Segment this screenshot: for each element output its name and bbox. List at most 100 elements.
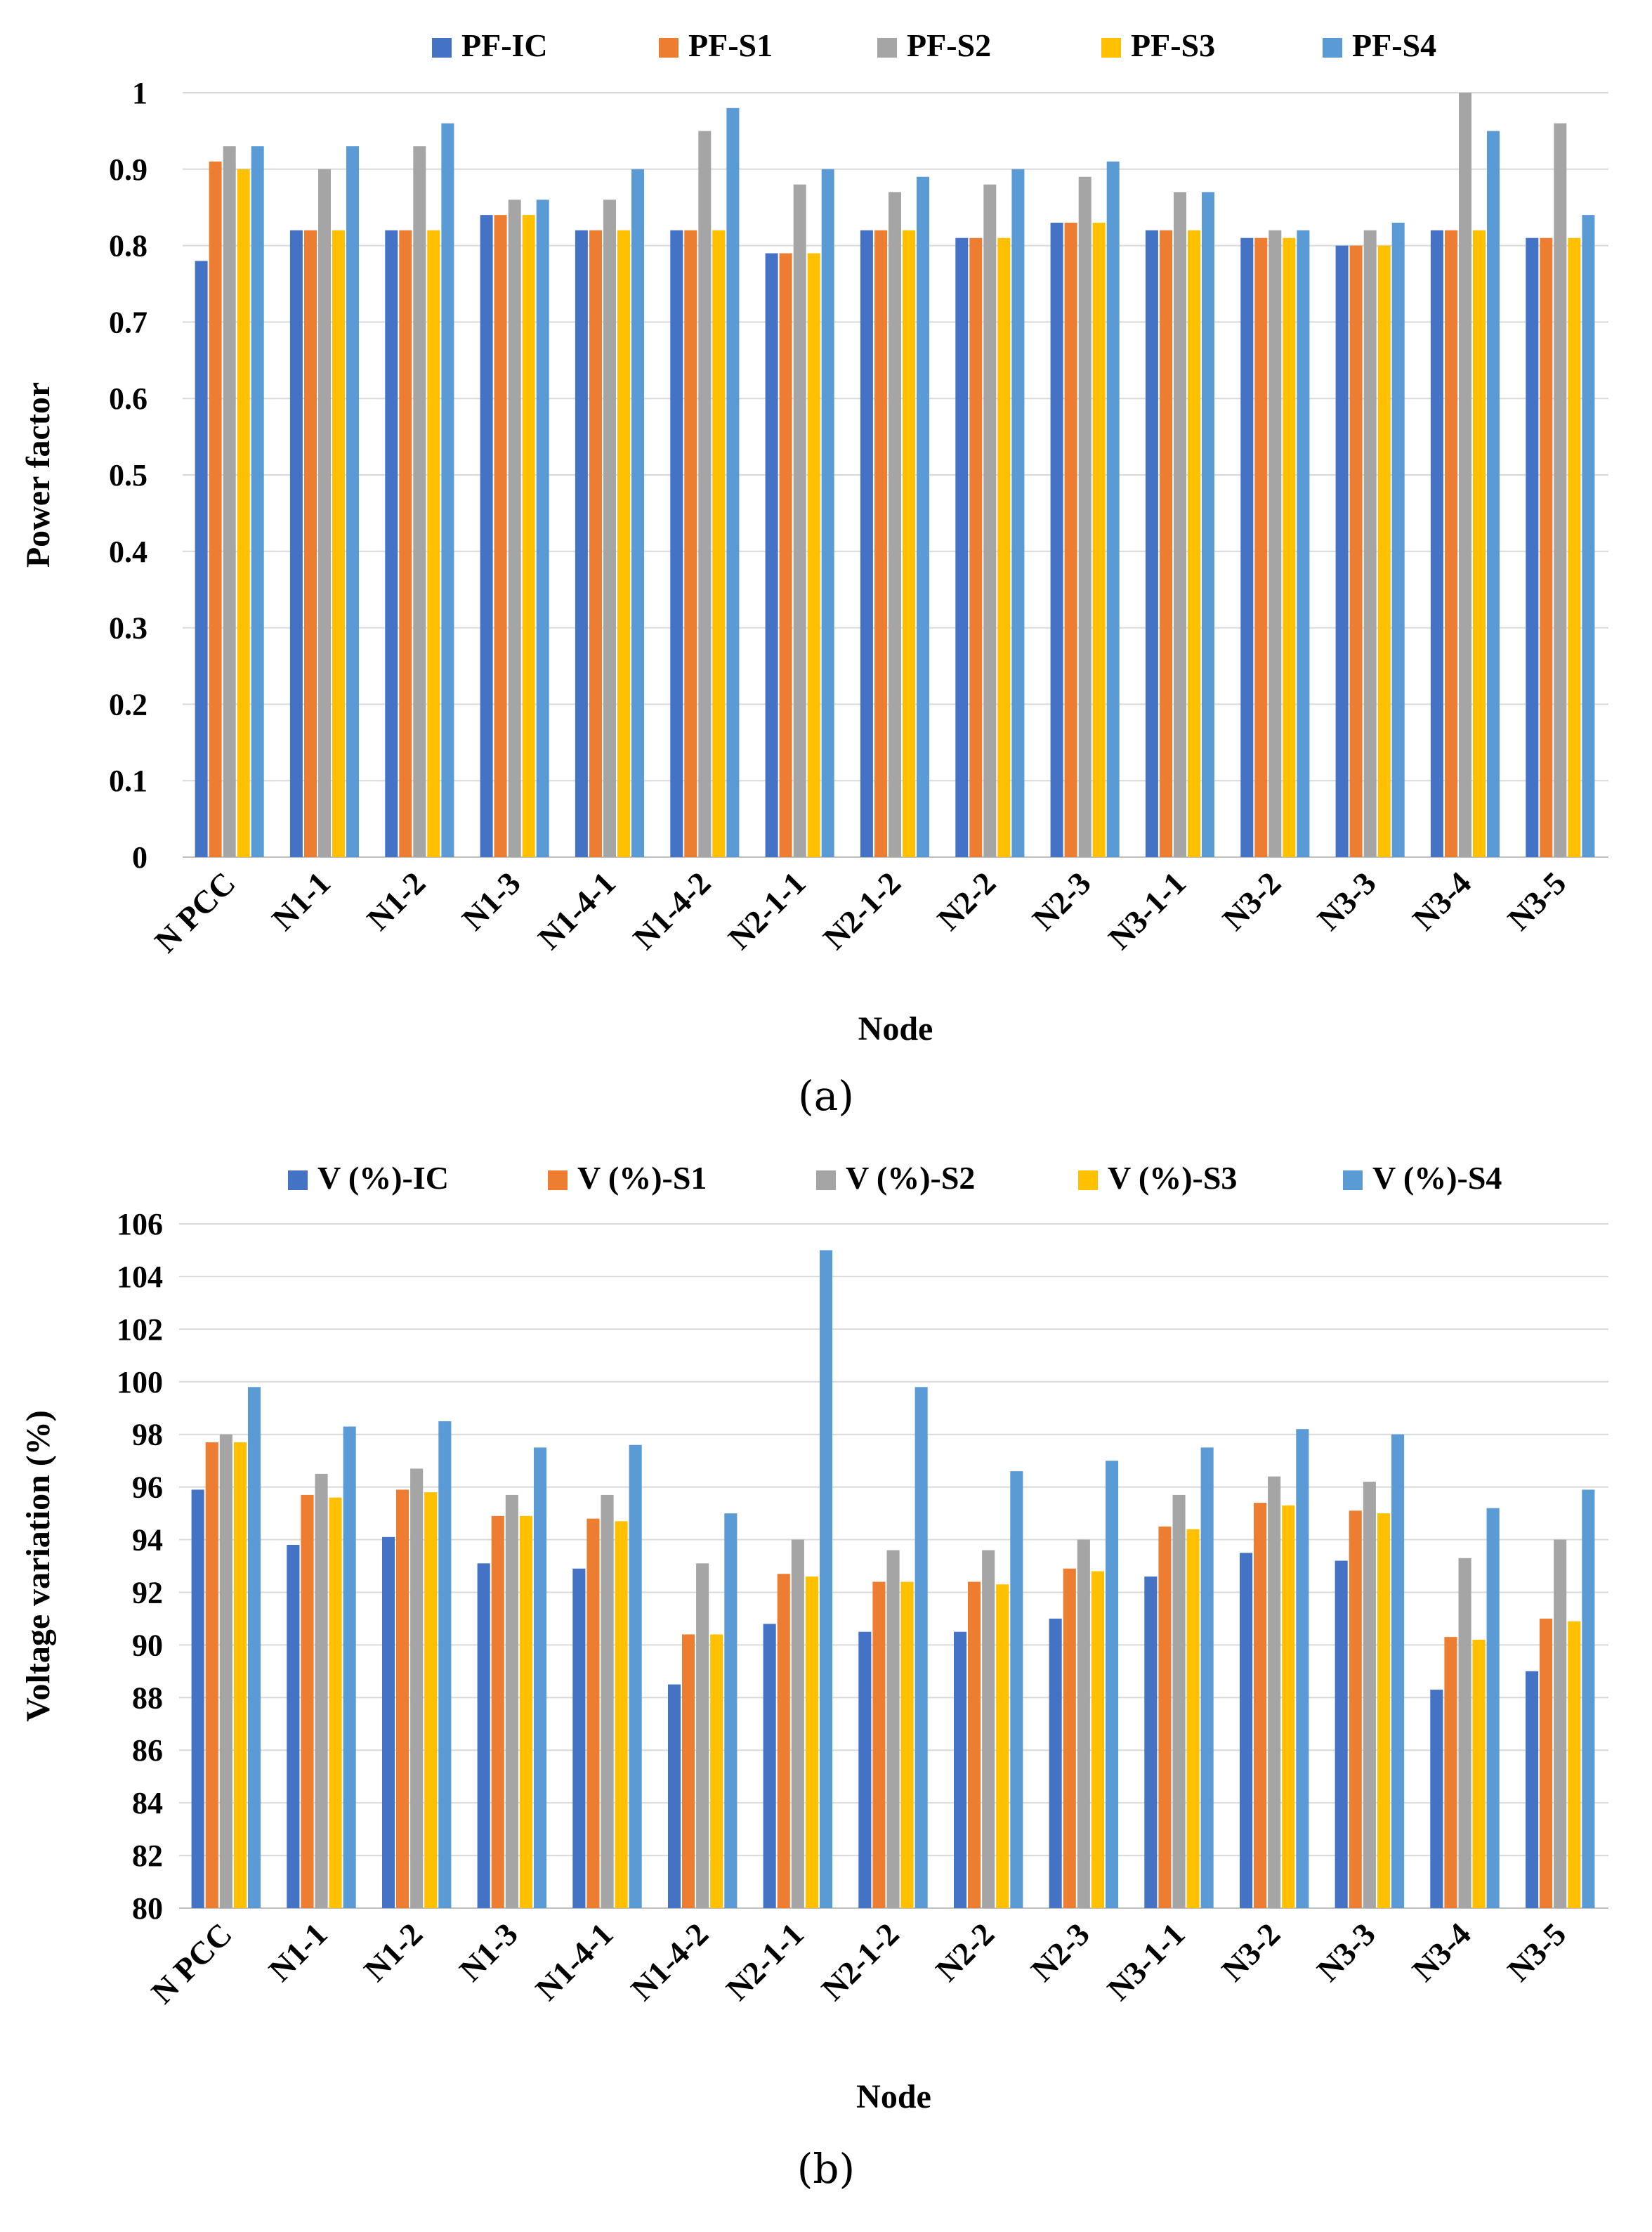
bar-pf-s1 <box>1064 223 1077 857</box>
bar-pf-s4 <box>1297 230 1310 857</box>
bar-v-ic <box>668 1684 681 1908</box>
bar-v-ic <box>858 1631 872 1908</box>
bar-v-ic <box>954 1631 967 1908</box>
bar-pf-s4 <box>631 169 644 858</box>
bar-v-s4 <box>1486 1508 1500 1908</box>
bar-v-s4 <box>248 1387 261 1908</box>
x-tick-label: N2-2 <box>929 1916 1001 1988</box>
x-tick-label: N3-3 <box>1311 865 1383 937</box>
x-tick-label: N2-1-1 <box>719 1916 811 2007</box>
x-tick-label: N3-2 <box>1214 1916 1287 1988</box>
y-tick-label: 94 <box>132 1523 163 1558</box>
bar-v-s4 <box>343 1426 356 1908</box>
bar-pf-s1 <box>779 253 792 857</box>
y-tick-label: 0 <box>132 840 148 875</box>
bar-v-s3 <box>1472 1639 1486 1908</box>
x-tick-label: N1-2 <box>360 865 432 937</box>
bar-pf-s3 <box>807 253 820 857</box>
bar-v-ic <box>572 1568 586 1908</box>
bar-v-s4 <box>1106 1461 1119 1908</box>
bar-pf-s3 <box>427 230 440 857</box>
bar-pf-s1 <box>399 230 412 857</box>
bar-v-s1 <box>396 1489 409 1908</box>
bar-pf-s1 <box>1254 237 1268 857</box>
bar-v-s3 <box>996 1584 1009 1908</box>
bar-v-s2 <box>219 1434 232 1908</box>
bar-pf-s1 <box>1445 230 1457 857</box>
bar-v-s2 <box>1077 1539 1090 1908</box>
y-tick-label: 0.1 <box>109 764 148 798</box>
y-tick-label: 90 <box>132 1628 163 1662</box>
bar-pf-ic <box>1050 223 1063 857</box>
bar-v-s3 <box>615 1521 628 1908</box>
bar-pf-s1 <box>1540 237 1553 857</box>
x-tick-label: N3-3 <box>1310 1916 1382 1988</box>
bar-v-s1 <box>205 1442 218 1908</box>
bar-v-s4 <box>1391 1434 1405 1908</box>
bar-v-ic <box>191 1489 204 1908</box>
bar-pf-s2 <box>223 146 236 857</box>
bar-pf-s3 <box>903 230 915 857</box>
bar-v-s4 <box>1296 1429 1309 1908</box>
legend-swatch <box>816 1170 836 1190</box>
bar-v-s1 <box>1254 1503 1267 1908</box>
bar-pf-ic <box>1526 237 1539 857</box>
bar-pf-s1 <box>684 230 697 857</box>
y-tick-label: 106 <box>117 1207 163 1241</box>
bar-pf-s2 <box>698 131 712 857</box>
bar-v-ic <box>1240 1553 1253 1908</box>
x-tick-label: N1-4-1 <box>531 865 622 956</box>
x-tick-label: N2-3 <box>1025 865 1098 937</box>
bar-v-s1 <box>1540 1618 1553 1908</box>
bar-pf-s4 <box>1202 192 1214 857</box>
bar-pf-s2 <box>318 169 331 858</box>
panel-label: (b) <box>797 2145 855 2193</box>
bar-v-s4 <box>914 1387 928 1908</box>
x-tick-label: N2-2 <box>930 865 1002 937</box>
bar-pf-s1 <box>589 230 602 857</box>
x-tick-label: N1-3 <box>452 1916 525 1988</box>
bar-pf-s2 <box>413 146 426 857</box>
x-tick-label: N PCC <box>148 865 242 960</box>
bar-v-s1 <box>1063 1568 1076 1908</box>
bar-v-ic <box>1526 1671 1539 1908</box>
bar-pf-s2 <box>1363 230 1377 857</box>
legend-swatch <box>877 38 897 58</box>
bar-pf-ic <box>289 230 303 857</box>
bar-v-s2 <box>1268 1476 1281 1908</box>
x-tick-label: N2-1-2 <box>815 1916 906 2007</box>
y-tick-label: 0.9 <box>109 152 148 187</box>
bar-pf-s2 <box>1554 123 1567 857</box>
bar-v-s1 <box>777 1574 790 1908</box>
bar-v-s4 <box>438 1421 452 1908</box>
bar-v-s3 <box>900 1581 914 1908</box>
bar-pf-s4 <box>346 146 359 857</box>
bar-pf-s1 <box>209 161 222 857</box>
y-axis-title: Voltage variation (%) <box>20 1410 57 1722</box>
legend-label: V (%)-S4 <box>1372 1160 1502 1196</box>
bar-pf-s3 <box>1188 230 1200 857</box>
y-tick-label: 86 <box>132 1733 163 1768</box>
bar-pf-s3 <box>1377 245 1391 858</box>
bar-v-s1 <box>586 1518 600 1908</box>
bar-v-s2 <box>791 1539 804 1908</box>
x-tick-label: N3-4 <box>1405 865 1478 937</box>
x-tick-label: N1-4-2 <box>624 1916 715 2007</box>
bar-v-s3 <box>519 1515 532 1908</box>
bar-pf-s1 <box>874 230 887 857</box>
bar-v-ic <box>477 1563 490 1908</box>
bar-v-s4 <box>534 1447 547 1908</box>
legend-label: V (%)-IC <box>317 1160 449 1196</box>
bar-v-s2 <box>886 1550 900 1908</box>
bar-v-s4 <box>820 1250 833 1908</box>
bar-pf-s4 <box>1106 161 1120 857</box>
legend-label: PF-S4 <box>1352 27 1436 63</box>
bar-v-s3 <box>329 1497 342 1908</box>
bar-v-s3 <box>805 1577 818 1908</box>
bar-v-s1 <box>872 1581 886 1908</box>
bar-pf-s3 <box>712 230 726 857</box>
y-tick-label: 0.4 <box>109 535 148 569</box>
bar-pf-ic <box>575 230 588 857</box>
bar-pf-s2 <box>983 184 997 858</box>
